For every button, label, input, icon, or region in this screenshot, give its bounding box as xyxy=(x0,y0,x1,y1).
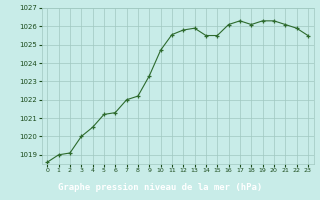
Text: Graphe pression niveau de la mer (hPa): Graphe pression niveau de la mer (hPa) xyxy=(58,182,262,192)
